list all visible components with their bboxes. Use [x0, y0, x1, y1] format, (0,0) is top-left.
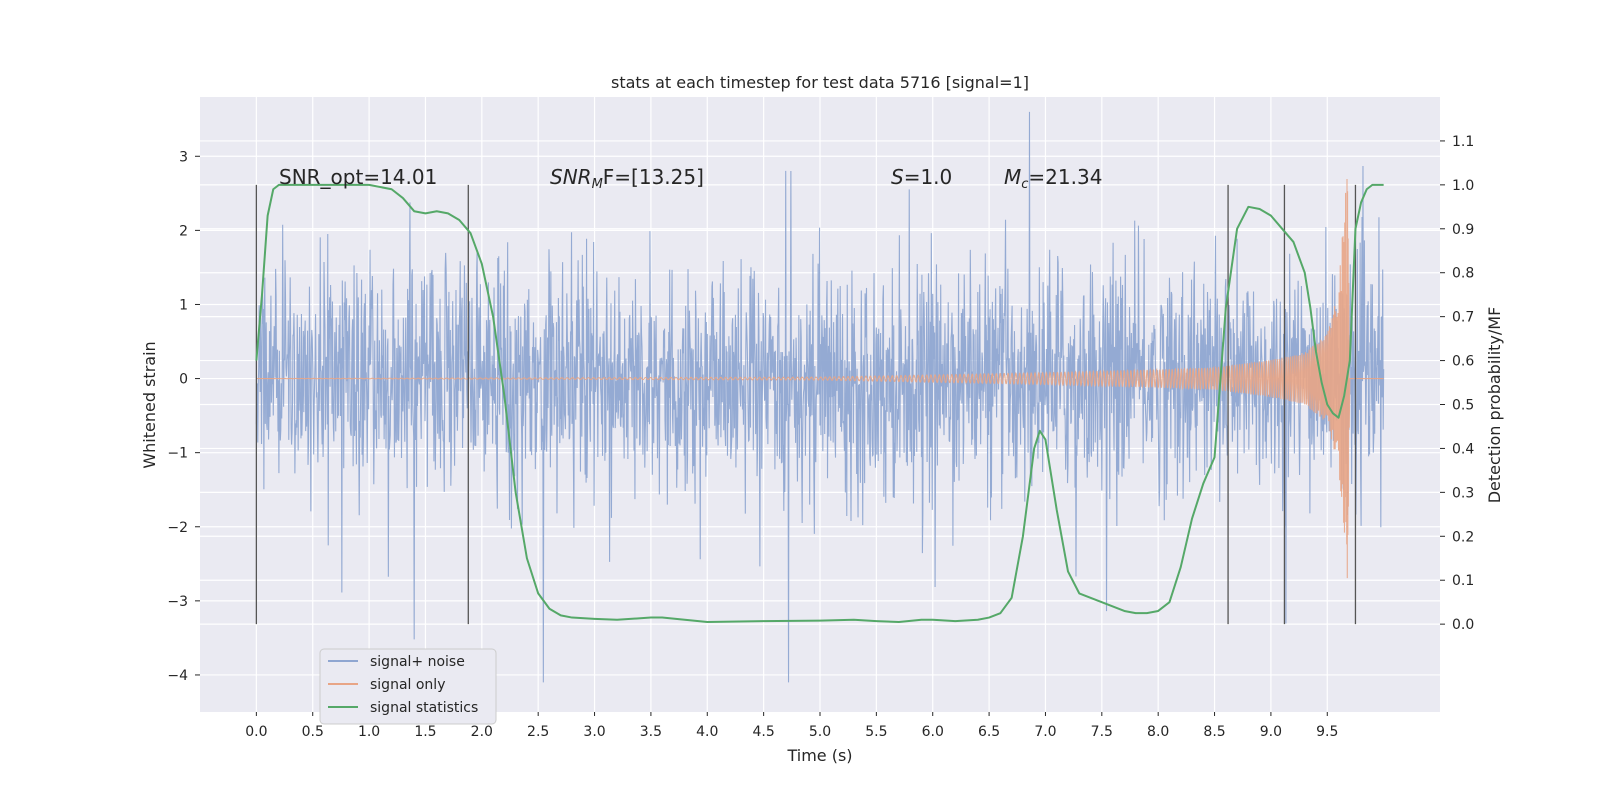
y-tick-label: −3 — [167, 594, 188, 610]
x-tick-label: 9.5 — [1316, 724, 1338, 740]
series-signal-statistics — [255, 183, 1384, 623]
y-right-tick-label: 0.9 — [1452, 222, 1474, 238]
y-axis-label: Whitened strain — [140, 341, 159, 468]
annotation-s: S=1.0 — [891, 165, 952, 189]
x-tick-label: 6.0 — [922, 724, 944, 740]
statistics-line — [255, 183, 1384, 623]
annotation-snr-opt: SNR_opt=14.01 — [279, 165, 437, 189]
x-tick-label: 5.0 — [809, 724, 831, 740]
x-tick-label: 3.0 — [583, 724, 605, 740]
x-tick-label: 2.0 — [471, 724, 493, 740]
y-axis-ticks: 3 2 1 0 −1 −2 −3 −4 — [167, 149, 200, 684]
annotation-s-rest: =1.0 — [904, 165, 953, 189]
y-tick-label: −4 — [167, 668, 188, 684]
x-tick-label: 4.0 — [696, 724, 718, 740]
y-right-tick-label: 0.5 — [1452, 398, 1474, 414]
annotation-snr-mf-rest: F=[13.25] — [603, 165, 704, 189]
vertical-markers — [255, 184, 1357, 625]
annotation-mc-rest: =21.34 — [1028, 165, 1102, 189]
annotation-snr-mf-sub: M — [592, 177, 603, 192]
annotation-mc: Mc=21.34 — [1004, 165, 1102, 192]
series-signal-only — [256, 178, 1384, 579]
y-right-axis-label: Detection probability/MF — [1485, 307, 1504, 504]
y-right-tick-label: 0.8 — [1452, 266, 1474, 282]
x-tick-label: 7.0 — [1034, 724, 1056, 740]
legend-label-noise: signal+ noise — [370, 654, 465, 670]
x-tick-label: 5.5 — [865, 724, 887, 740]
x-tick-label: 0.5 — [302, 724, 324, 740]
x-tick-label: 1.5 — [414, 724, 436, 740]
x-tick-label: 8.0 — [1147, 724, 1169, 740]
y-right-tick-label: 0.7 — [1452, 310, 1474, 326]
y-right-tick-label: 0.0 — [1452, 617, 1474, 633]
signal-line — [256, 178, 1384, 579]
y-tick-label: 1 — [179, 297, 188, 313]
x-tick-label: 3.5 — [640, 724, 662, 740]
y-right-tick-label: 0.1 — [1452, 573, 1474, 589]
y-right-tick-label: 0.2 — [1452, 529, 1474, 545]
x-axis-ticks: 0.0 0.5 1.0 1.5 2.0 2.5 3.0 3.5 4.0 4.5 5.0 5.5 6.0 6… — [245, 712, 1338, 740]
chart-title: stats at each timestep for test data 571… — [611, 73, 1029, 92]
annotation-mc-var: M — [1004, 165, 1021, 189]
x-tick-label: 1.0 — [358, 724, 380, 740]
legend-label-stats: signal statistics — [370, 700, 478, 716]
series-signal-noise — [255, 111, 1385, 683]
y-tick-label: 0 — [179, 372, 188, 388]
annotation-mc-sub: c — [1021, 177, 1028, 192]
y-right-tick-label: 0.3 — [1452, 485, 1474, 501]
noise-line — [255, 111, 1385, 683]
x-tick-label: 6.5 — [978, 724, 1000, 740]
y-right-tick-label: 0.4 — [1452, 441, 1474, 457]
y-tick-label: 3 — [179, 149, 188, 165]
legend: signal+ noise signal only signal statist… — [319, 648, 497, 725]
x-tick-label: 7.5 — [1091, 724, 1113, 740]
x-tick-label: 8.5 — [1203, 724, 1225, 740]
x-tick-label: 9.0 — [1260, 724, 1282, 740]
annotation-snr-mf: SNRMF=[13.25] — [550, 165, 704, 192]
x-tick-label: 0.0 — [245, 724, 267, 740]
x-axis-label: Time (s) — [786, 746, 852, 765]
x-tick-label: 4.5 — [753, 724, 775, 740]
y-right-axis-ticks: 1.1 1.0 0.9 0.8 0.7 0.6 0.5 0.4 0.3 0.2 0.1 0.0 — [1440, 134, 1474, 633]
y-tick-label: 2 — [179, 223, 188, 239]
y-right-tick-label: 1.0 — [1452, 178, 1474, 194]
x-tick-label: 2.5 — [527, 724, 549, 740]
y-right-tick-label: 0.6 — [1452, 354, 1474, 370]
y-tick-label: −1 — [167, 446, 188, 462]
annotation-snr-mf-main: SNR — [550, 165, 592, 189]
legend-box — [319, 648, 497, 725]
annotation-s-var: S — [891, 165, 904, 189]
legend-label-signal: signal only — [370, 677, 445, 693]
y-right-tick-label: 1.1 — [1452, 134, 1474, 150]
y-tick-label: −2 — [167, 520, 188, 536]
